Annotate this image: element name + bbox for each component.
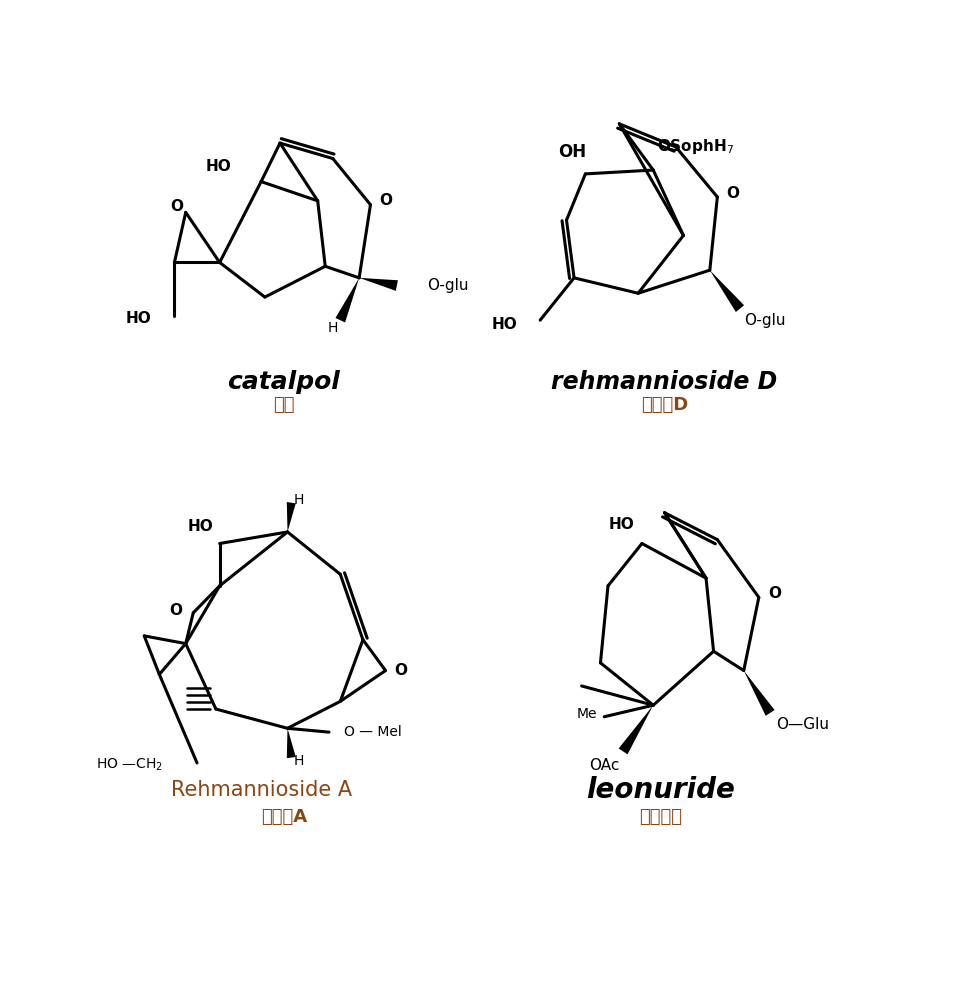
Text: Me: Me — [576, 707, 596, 721]
Text: Rehmannioside A: Rehmannioside A — [170, 780, 351, 800]
Text: 益母草苷: 益母草苷 — [639, 808, 682, 826]
Text: leonuride: leonuride — [587, 776, 736, 804]
Text: OSophH$_7$: OSophH$_7$ — [657, 137, 734, 156]
Text: HO: HO — [491, 317, 518, 332]
Text: 地黄苷A: 地黄苷A — [261, 808, 306, 826]
Polygon shape — [287, 728, 296, 758]
Text: O: O — [395, 663, 408, 678]
Polygon shape — [743, 671, 775, 716]
Text: HO: HO — [609, 517, 634, 532]
Text: O-glu: O-glu — [427, 278, 469, 293]
Text: O: O — [727, 186, 739, 201]
Text: H: H — [294, 754, 304, 768]
Text: OH: OH — [558, 143, 586, 161]
Text: H: H — [328, 321, 338, 335]
Text: rehmannioside D: rehmannioside D — [552, 370, 777, 394]
Text: O: O — [170, 199, 183, 214]
Text: O: O — [169, 603, 182, 618]
Text: O—Glu: O—Glu — [776, 717, 829, 732]
Text: HO: HO — [126, 311, 152, 326]
Text: HO: HO — [205, 159, 231, 174]
Text: H: H — [294, 493, 304, 507]
Text: OAc: OAc — [589, 758, 619, 773]
Polygon shape — [710, 270, 744, 312]
Text: catalpol: catalpol — [228, 370, 341, 394]
Text: O-glu: O-glu — [743, 313, 785, 328]
Polygon shape — [359, 278, 398, 291]
Text: O: O — [769, 586, 781, 601]
Polygon shape — [287, 502, 296, 532]
Text: O: O — [379, 193, 392, 208]
Text: 梓醇: 梓醇 — [273, 396, 295, 414]
Polygon shape — [336, 278, 359, 322]
Polygon shape — [619, 705, 653, 754]
Text: 地黄苷D: 地黄苷D — [641, 396, 688, 414]
Text: HO —CH$_2$: HO —CH$_2$ — [96, 756, 163, 773]
Text: O — Mel: O — Mel — [344, 725, 402, 739]
Text: HO: HO — [188, 519, 214, 534]
